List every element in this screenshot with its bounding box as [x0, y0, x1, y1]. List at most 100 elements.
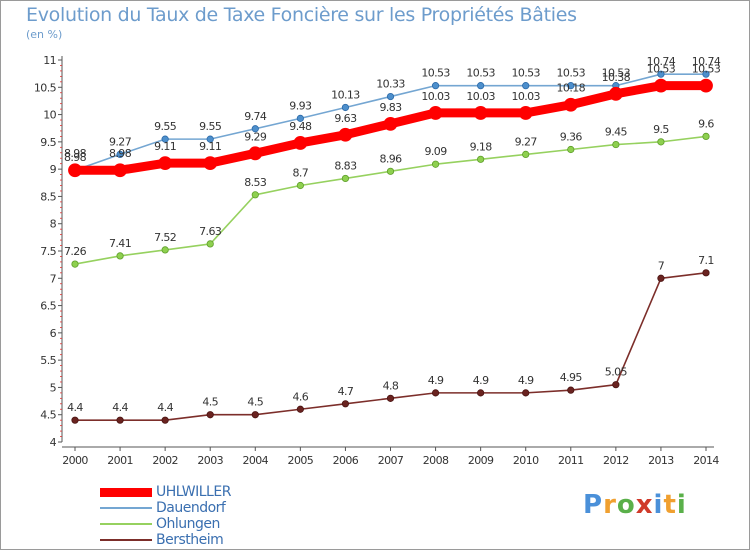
data-label: 9.74 — [244, 110, 267, 123]
data-label: 10.33 — [376, 78, 405, 91]
data-label: 10.38 — [602, 71, 631, 84]
y-tick-label: 5 — [50, 381, 57, 394]
data-point — [654, 78, 668, 93]
data-point — [522, 82, 530, 90]
data-point — [116, 252, 124, 260]
legend-item: Berstheim — [100, 532, 231, 548]
data-label: 7.1 — [698, 254, 714, 267]
data-point — [473, 106, 488, 120]
y-tick-label: 6.5 — [40, 300, 56, 313]
series-layer: 4.4 4.4 4.4 4.5 4.5 4.6 4.7 4.8 4.9 4.9 4.9 4.95 5.0… — [64, 55, 721, 424]
data-label: 7 — [658, 259, 665, 272]
data-point — [251, 125, 259, 133]
series-berstheim — [71, 269, 710, 424]
data-point — [612, 381, 620, 389]
x-tick-label: 2010 — [513, 454, 539, 467]
legend-item: Ohlungen — [100, 516, 231, 532]
data-point — [477, 82, 485, 90]
data-label: 5.05 — [605, 366, 628, 379]
data-point — [161, 416, 169, 424]
x-tick-label: 2001 — [107, 454, 133, 467]
data-label: 10.74 — [692, 55, 721, 68]
y-tick-label: 6 — [50, 327, 57, 340]
legend-swatch — [100, 539, 152, 541]
y-tick-label: 10.5 — [34, 81, 57, 94]
data-label: 7.26 — [64, 245, 87, 258]
data-point — [612, 140, 620, 149]
series-uhlwiller — [68, 78, 713, 178]
data-label: 8.83 — [334, 159, 357, 172]
data-label: 9.11 — [154, 140, 176, 153]
data-label: 4.4 — [157, 401, 173, 414]
data-label: 8.96 — [379, 152, 402, 165]
data-point — [657, 70, 665, 78]
data-point — [206, 411, 214, 419]
data-label: 10.03 — [466, 90, 495, 103]
data-point — [608, 86, 623, 101]
data-label: 4.4 — [112, 401, 128, 414]
data-label: 10.53 — [466, 67, 495, 80]
legend-swatch — [100, 487, 152, 497]
data-point — [206, 240, 214, 248]
data-label: 9.18 — [470, 140, 493, 153]
data-point — [251, 191, 259, 199]
y-tick-label: 7 — [50, 272, 57, 285]
data-point — [113, 163, 127, 178]
data-label: 9.36 — [560, 130, 583, 143]
data-point — [657, 138, 665, 146]
data-point — [341, 174, 350, 183]
data-label: 9.55 — [154, 120, 177, 133]
x-tick-label: 2002 — [152, 454, 178, 467]
data-label: 10.53 — [647, 63, 676, 76]
data-point — [431, 82, 440, 90]
legend-label: UHLWILLER — [156, 484, 231, 500]
x-tick-label: 2008 — [423, 454, 449, 467]
x-tick-label: 2004 — [242, 454, 268, 467]
legend: UHLWILLER Dauendorf Ohlungen Berstheim — [100, 484, 231, 548]
data-label: 9.09 — [425, 145, 448, 158]
data-label: 9.5 — [653, 123, 669, 136]
data-label: 4.9 — [428, 374, 444, 387]
axes — [58, 56, 714, 451]
data-point — [341, 103, 350, 112]
data-label: 9.29 — [244, 130, 267, 143]
data-label: 8.53 — [244, 176, 267, 189]
data-label: 4.6 — [293, 390, 309, 403]
data-label: 10.53 — [557, 67, 586, 80]
data-label: 10.03 — [421, 90, 450, 103]
x-tick-label: 2006 — [333, 454, 359, 467]
y-tick-label: 9.5 — [40, 136, 56, 149]
y-tick-labels: 4 4.5 5 5.5 6 6.5 7 7.5 8 8.5 9 9.5 10 10.5 11 — [34, 54, 57, 449]
data-point — [338, 127, 353, 142]
data-point — [71, 260, 79, 268]
chart-title: Evolution du Taux de Taxe Foncière sur l… — [26, 4, 577, 26]
y-tick-label: 4.5 — [40, 409, 56, 422]
labels-ohlungen: 7.26 7.41 7.52 7.63 8.53 8.7 8.83 8.96 9.09 9.18 9… — [64, 117, 715, 258]
data-label: 4.5 — [247, 396, 263, 409]
data-point — [206, 135, 214, 143]
data-point — [522, 389, 530, 397]
data-point — [567, 82, 575, 90]
data-label: 9.93 — [289, 99, 312, 112]
data-point — [386, 394, 395, 402]
data-label: 9.48 — [289, 120, 312, 133]
data-label: 7.41 — [109, 237, 131, 250]
legend-swatch — [100, 523, 152, 525]
data-point — [657, 274, 665, 282]
x-tick-label: 2009 — [468, 454, 494, 467]
data-point — [203, 156, 218, 171]
data-label: 9.27 — [109, 135, 132, 148]
data-label: 4.8 — [383, 379, 399, 392]
data-label: 10.03 — [511, 90, 540, 103]
data-label: 8.98 — [64, 147, 87, 160]
data-label: 9.6 — [698, 117, 714, 130]
series-ohlungen — [71, 132, 710, 268]
data-point — [68, 163, 82, 178]
data-label: 9.27 — [515, 135, 538, 148]
data-point — [296, 114, 304, 122]
y-tick-label: 7.5 — [40, 245, 56, 258]
x-tick-label: 2005 — [288, 454, 314, 467]
data-label: 4.95 — [560, 371, 583, 384]
